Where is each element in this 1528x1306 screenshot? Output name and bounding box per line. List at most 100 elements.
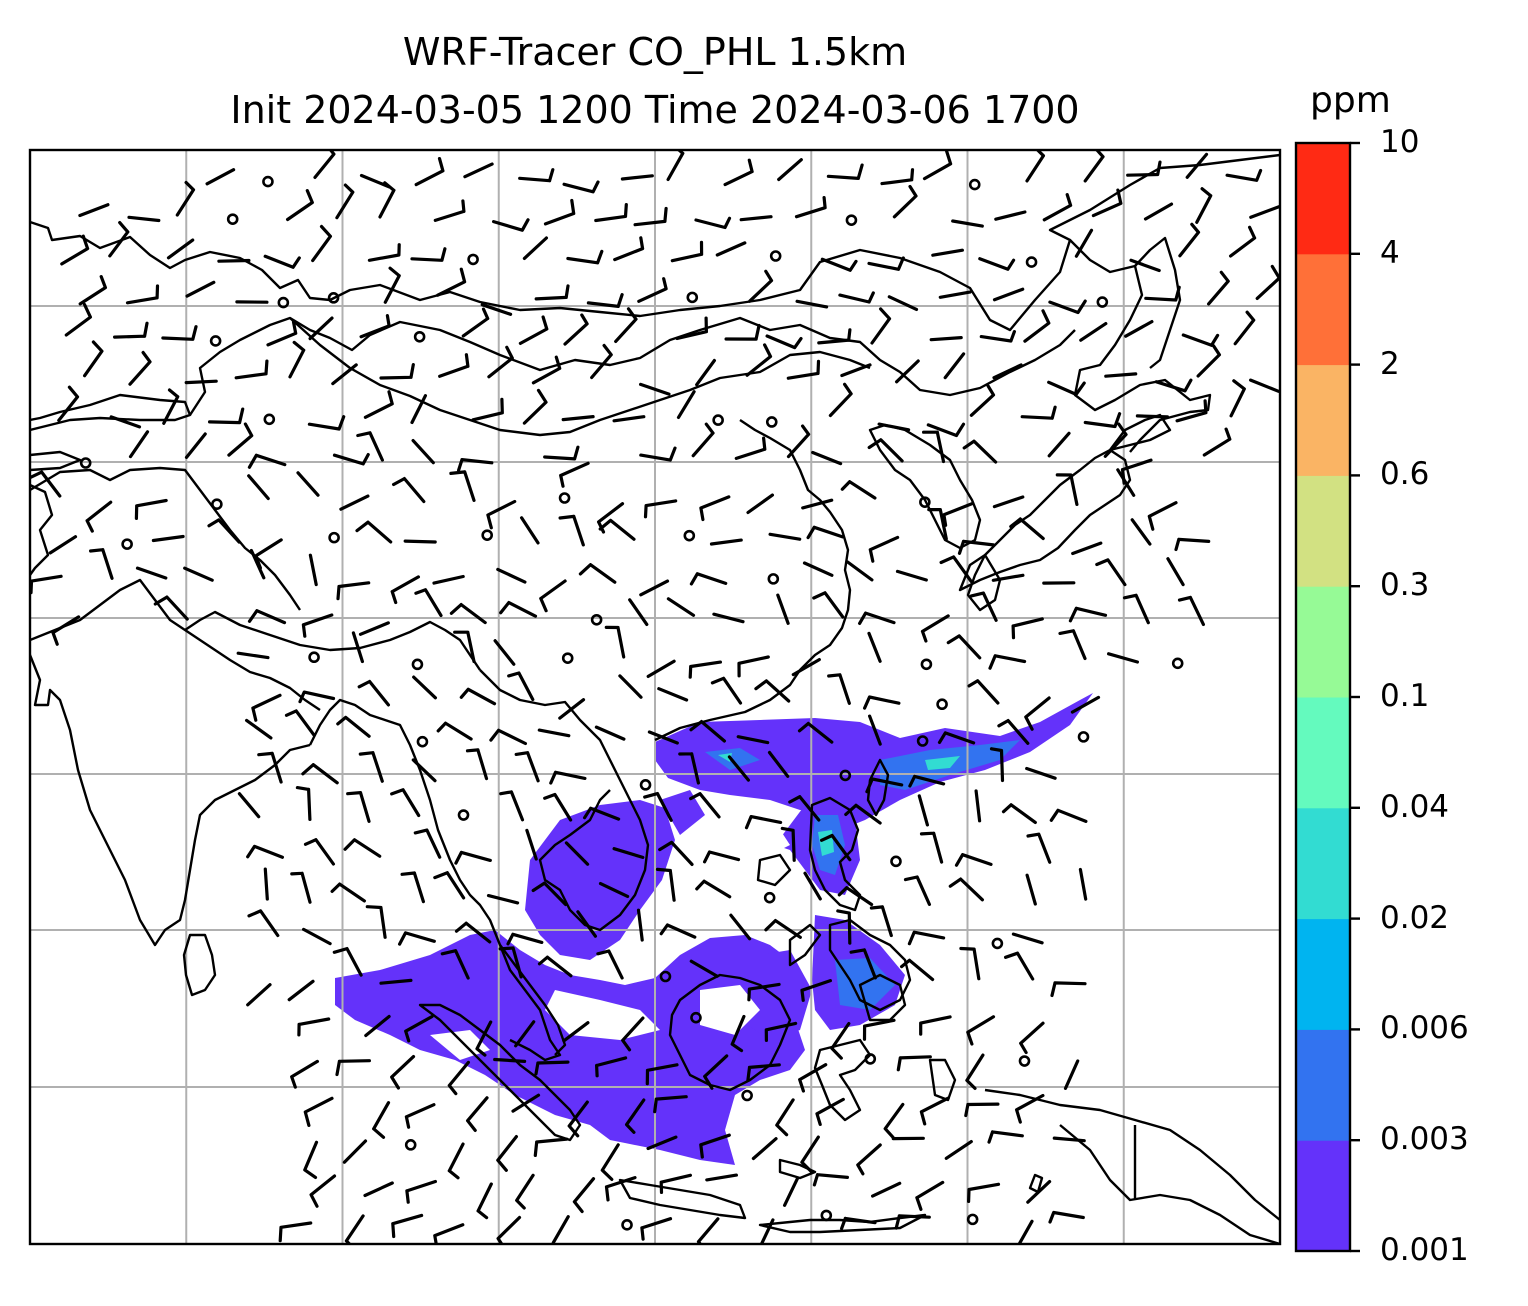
wind-barb — [562, 1021, 590, 1043]
wind-barb — [108, 221, 130, 258]
wind-barb — [903, 875, 931, 906]
wind-barb — [363, 390, 394, 419]
wind-barb — [614, 307, 638, 343]
wind-barb — [572, 1177, 596, 1214]
wind-barb — [567, 1100, 589, 1138]
wind-calm-circle — [121, 538, 133, 550]
wind-barb — [303, 1140, 319, 1179]
wind-barb — [979, 330, 1016, 343]
wind-barb — [498, 946, 523, 979]
wind-calm-circle — [690, 1011, 702, 1024]
wind-barb — [493, 1057, 527, 1063]
wind-barb — [658, 840, 694, 866]
border-himalaya — [184, 610, 481, 671]
wind-barb — [628, 598, 649, 626]
wind-barb — [559, 461, 590, 488]
wind-barb — [997, 719, 1030, 745]
wind-barb — [917, 794, 929, 827]
wind-barb — [919, 1015, 952, 1036]
wind-barb — [301, 613, 334, 638]
wind-barb — [689, 959, 719, 978]
wind-barb — [563, 313, 589, 346]
wind-barb — [1048, 299, 1087, 315]
wind-barb — [358, 751, 384, 783]
wind-barb — [1129, 258, 1161, 273]
wind-calm-circle — [968, 178, 981, 191]
wind-barb — [894, 1214, 931, 1230]
wind-barb — [364, 1014, 391, 1038]
wind-barb — [643, 792, 673, 822]
wind-barb — [967, 1182, 1001, 1203]
wind-barb — [295, 786, 312, 821]
coastline-sri-lanka — [182, 933, 217, 997]
wind-barb — [699, 495, 731, 522]
wind-barb — [161, 325, 198, 341]
wind-barb — [836, 909, 852, 945]
plume-hotspot-gulf — [718, 753, 732, 762]
wind-barb — [727, 755, 750, 782]
wind-barb — [840, 480, 877, 500]
wind-barb — [1104, 372, 1138, 378]
wind-calm-circle — [226, 213, 239, 225]
wind-barb — [737, 655, 770, 678]
wind-barb — [962, 439, 998, 464]
wind-barb — [678, 752, 700, 785]
wind-barb — [234, 359, 269, 380]
border-central-asia — [188, 316, 1076, 416]
plume-gap-3 — [740, 818, 790, 860]
wind-barb — [531, 355, 562, 385]
wind-barb — [414, 588, 443, 618]
wind-barb — [475, 1020, 493, 1057]
wind-barb — [249, 548, 266, 580]
plume-gap-1 — [545, 990, 660, 1040]
wind-barb — [48, 535, 78, 555]
wind-barb — [514, 1020, 536, 1048]
wind-barb — [433, 1223, 465, 1244]
wind-barb — [134, 498, 168, 520]
wind-barb — [284, 709, 316, 737]
wind-barb — [1050, 981, 1087, 998]
wind-barb — [1095, 558, 1127, 587]
wind-barb — [691, 422, 715, 458]
wind-barb — [625, 1098, 646, 1134]
wind-barb — [378, 181, 396, 219]
wind-barb — [826, 163, 864, 180]
wind-barb — [646, 1135, 678, 1151]
wind-barb — [830, 1022, 851, 1060]
wind-barb — [367, 243, 401, 262]
wind-barb — [786, 359, 821, 380]
wind-barb — [564, 841, 590, 866]
wind-calm-circle — [916, 735, 929, 747]
plume-hotspot-north — [925, 756, 960, 770]
wind-barb — [867, 631, 882, 663]
coastline-russia-north — [30, 153, 1280, 332]
wind-barb — [974, 789, 982, 823]
plume-core-visayas — [835, 958, 895, 1010]
wind-barb — [83, 340, 104, 378]
wind-barb — [480, 303, 513, 316]
wind-barb — [1020, 405, 1057, 420]
wind-barb — [359, 314, 391, 339]
wind-barb — [938, 290, 972, 299]
wind-barb — [383, 266, 401, 304]
wind-calm-circle — [404, 1139, 417, 1151]
wind-barb — [786, 424, 811, 459]
wind-barb — [800, 1135, 820, 1174]
wind-barb — [867, 256, 905, 271]
wind-barb — [944, 1140, 973, 1160]
wind-barb — [966, 1015, 996, 1046]
wind-barb — [85, 500, 113, 533]
wind-barb — [723, 158, 754, 187]
wind-barb — [703, 1054, 729, 1090]
wind-barb — [237, 792, 261, 819]
wind-barb — [992, 363, 1023, 380]
wind-barb — [534, 1060, 570, 1076]
wind-barb — [604, 625, 626, 659]
wind-barb — [254, 538, 283, 570]
wind-calm-circle — [769, 250, 782, 262]
wind-barb — [30, 574, 63, 595]
plume-gaps — [430, 818, 790, 1060]
wind-barb — [767, 750, 790, 778]
wind-barb — [1154, 378, 1193, 393]
wind-barb — [499, 601, 538, 618]
